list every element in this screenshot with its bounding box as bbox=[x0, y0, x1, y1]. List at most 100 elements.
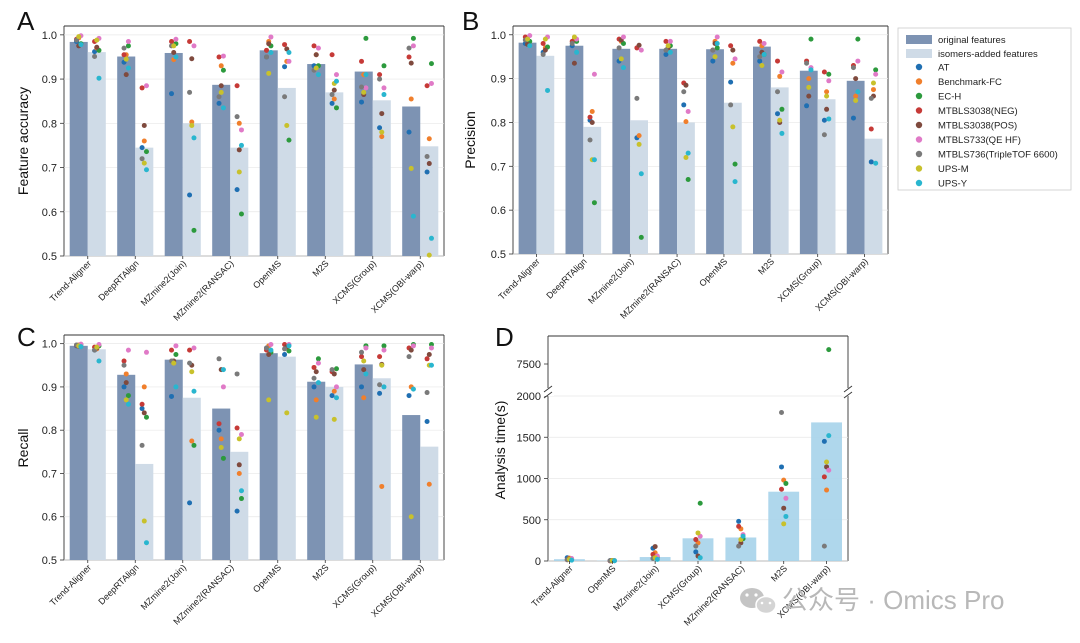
point-mtbls3038-neg- bbox=[169, 38, 175, 44]
point-ec-h bbox=[286, 348, 292, 354]
point-at bbox=[377, 125, 383, 131]
point-at bbox=[804, 103, 810, 109]
legend-label-dataset: UPS-M bbox=[938, 164, 969, 175]
point-ec-h bbox=[714, 45, 720, 51]
point-mtbls736-tripletof-6600- bbox=[139, 156, 145, 162]
bar-original-xcms-obi-warp- bbox=[402, 106, 421, 256]
point-mtbls3038-neg- bbox=[234, 425, 240, 431]
point-mtbls3038-pos- bbox=[189, 56, 195, 62]
point-ups-y bbox=[220, 367, 226, 373]
x-tick-label: DeepRTAlign bbox=[96, 258, 140, 302]
point-at bbox=[710, 58, 716, 64]
point-ec-h bbox=[220, 455, 226, 461]
point-ec-h bbox=[381, 63, 387, 69]
bar-isomers-mzmine2-ransac- bbox=[230, 147, 249, 256]
point-mtbls736-tripletof-6600- bbox=[264, 54, 270, 60]
point-ec-h bbox=[779, 106, 785, 112]
point-mtbls3038-pos- bbox=[853, 76, 859, 82]
point-ec-h bbox=[826, 347, 832, 353]
point-at bbox=[216, 427, 222, 433]
point-ec-h bbox=[220, 67, 226, 73]
point-benchmark-fc bbox=[589, 109, 595, 114]
point-mtbls733-qe-hf- bbox=[173, 36, 179, 42]
point-mtbls736-tripletof-6600- bbox=[728, 102, 734, 108]
bar-isomers-openms bbox=[277, 356, 296, 560]
point-mtbls3038-neg- bbox=[663, 38, 669, 44]
point-mtbls3038-neg- bbox=[868, 126, 874, 132]
bar-original-m2s bbox=[307, 64, 326, 257]
point-mtbls736-tripletof-6600- bbox=[264, 345, 270, 351]
point-mtbls736-tripletof-6600- bbox=[406, 45, 412, 51]
point-at bbox=[779, 464, 785, 470]
point-ups-m bbox=[141, 518, 147, 524]
legend-dot-mtbls736-tripletof-6600- bbox=[915, 150, 923, 158]
point-mtbls3038-pos- bbox=[426, 161, 432, 167]
axis-break-mark bbox=[843, 385, 853, 393]
point-mtbls3038-pos- bbox=[331, 87, 337, 93]
point-ups-y bbox=[620, 65, 626, 71]
point-benchmark-fc bbox=[379, 134, 385, 140]
point-ups-y bbox=[286, 50, 292, 56]
point-mtbls733-qe-hf- bbox=[761, 41, 767, 47]
x-tick-label: XCMS(OBI-warp) bbox=[369, 258, 426, 315]
point-mtbls3038-neg- bbox=[169, 347, 175, 353]
x-tick-label: OpenMS bbox=[586, 563, 618, 595]
bar-original-openms bbox=[259, 353, 278, 560]
point-mtbls736-tripletof-6600- bbox=[587, 137, 593, 143]
bar-original-deeprtalign bbox=[117, 374, 136, 560]
legend-dot-ups-y bbox=[915, 179, 923, 187]
point-mtbls3038-neg- bbox=[139, 401, 145, 407]
point-ec-h bbox=[125, 43, 131, 49]
bar-isomers-mzmine2-ransac- bbox=[230, 451, 249, 560]
bar-isomers-trend-aligner bbox=[87, 52, 106, 256]
point-ec-h bbox=[826, 71, 832, 77]
bar-isomers-openms bbox=[277, 87, 296, 256]
point-mtbls3038-pos- bbox=[589, 119, 595, 125]
point-ups-m bbox=[730, 124, 736, 130]
point-ups-y bbox=[826, 116, 832, 122]
point-mtbls736-tripletof-6600- bbox=[311, 375, 317, 381]
point-ups-y bbox=[96, 75, 102, 81]
point-ups-m bbox=[313, 414, 319, 420]
y-tick-label-upper: 7500 bbox=[517, 359, 541, 371]
point-ups-y bbox=[545, 87, 551, 93]
point-mtbls3038-pos- bbox=[266, 41, 272, 47]
point-mtbls3038-pos- bbox=[94, 44, 100, 50]
point-mtbls733-qe-hf- bbox=[381, 85, 387, 91]
point-mtbls3038-pos- bbox=[408, 347, 414, 353]
point-ups-y bbox=[191, 135, 197, 141]
point-benchmark-fc bbox=[123, 371, 129, 377]
point-ups-m bbox=[171, 43, 177, 49]
point-ec-h bbox=[591, 200, 597, 206]
point-benchmark-fc bbox=[777, 73, 783, 79]
panel-label: A bbox=[17, 6, 35, 36]
point-ec-h bbox=[428, 342, 434, 348]
point-ups-m bbox=[571, 34, 577, 40]
point-ups-y bbox=[363, 72, 369, 78]
point-ec-h bbox=[333, 366, 339, 372]
bar-isomers-openms bbox=[723, 102, 742, 254]
y-tick-label: 1000 bbox=[517, 474, 541, 486]
axis-break-mark bbox=[843, 391, 853, 399]
point-mtbls3038-pos- bbox=[123, 380, 129, 386]
bar-original-openms bbox=[706, 49, 724, 254]
point-mtbls733-qe-hf- bbox=[125, 38, 131, 44]
point-ups-m bbox=[94, 37, 100, 43]
legend-swatch-isomers bbox=[906, 49, 932, 58]
point-ec-h bbox=[410, 35, 416, 41]
point-benchmark-fc bbox=[331, 388, 337, 394]
point-mtbls736-tripletof-6600- bbox=[234, 371, 240, 377]
point-mtbls733-qe-hf- bbox=[220, 384, 226, 390]
point-ec-h bbox=[173, 351, 179, 357]
point-benchmark-fc bbox=[236, 470, 242, 476]
point-benchmark-fc bbox=[824, 487, 830, 493]
panel-label: C bbox=[17, 322, 36, 352]
point-mtbls3038-neg- bbox=[728, 43, 734, 49]
point-ups-y bbox=[574, 49, 580, 55]
point-mtbls733-qe-hf- bbox=[428, 345, 434, 351]
legend-datasets: AT Benchmark-FC EC-H MTBLS3038(NEG) MTBLS303… bbox=[915, 63, 1058, 190]
y-tick-label: 0.8 bbox=[42, 118, 57, 130]
point-ups-y bbox=[78, 42, 84, 48]
point-mtbls3038-pos- bbox=[571, 60, 577, 66]
